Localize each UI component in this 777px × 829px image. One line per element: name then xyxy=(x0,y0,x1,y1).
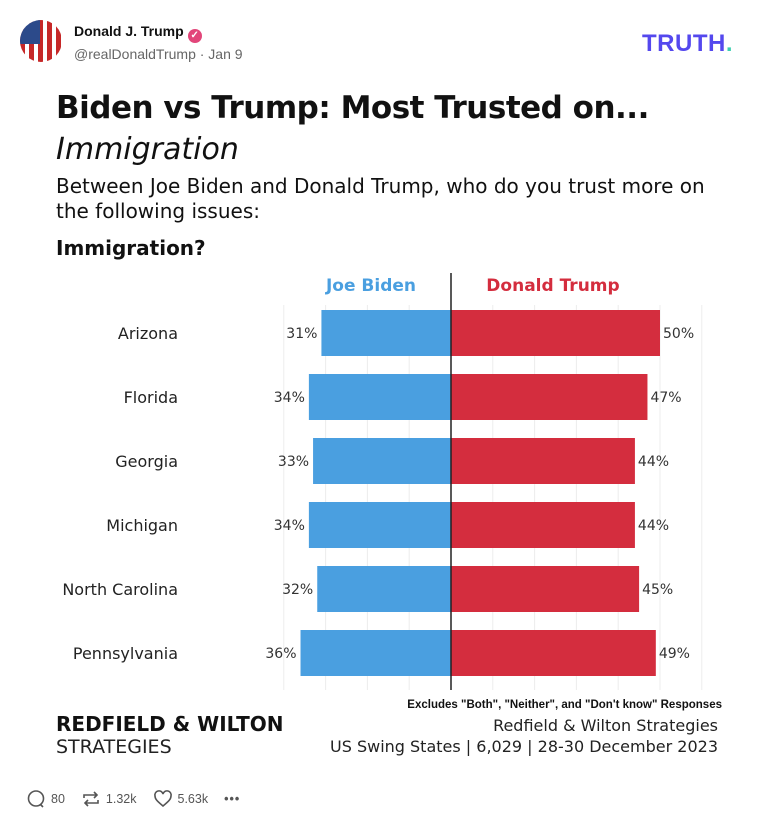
bar-biden xyxy=(321,310,451,356)
bar-trump xyxy=(451,310,660,356)
post-actions: 80 1.32k 5.63k ••• xyxy=(26,789,250,809)
data-label-biden: 36% xyxy=(265,646,296,662)
reply-button[interactable]: 80 xyxy=(26,789,65,809)
sample-line: US Swing States | 6,029 | 28-30 December… xyxy=(330,737,718,756)
retruth-icon xyxy=(83,791,99,807)
data-label-biden: 31% xyxy=(286,326,317,342)
bar-trump xyxy=(451,438,635,484)
avatar[interactable] xyxy=(20,20,62,62)
bar-biden xyxy=(313,438,451,484)
data-label-trump: 45% xyxy=(642,582,673,598)
logo-dot: . xyxy=(725,30,733,57)
legend-biden: Joe Biden xyxy=(325,276,416,296)
category-label: Michigan xyxy=(106,516,178,535)
heart-icon xyxy=(153,790,172,808)
data-label-trump: 50% xyxy=(663,326,694,342)
brand-line-1: REDFIELD & WILTON xyxy=(56,712,284,736)
reply-count: 80 xyxy=(51,792,65,806)
bar-trump xyxy=(451,630,656,676)
like-count: 5.63k xyxy=(177,792,209,806)
bar-biden xyxy=(308,374,451,420)
author-name[interactable]: Donald J. Trump ✓ xyxy=(74,23,202,43)
data-label-trump: 44% xyxy=(638,518,669,534)
data-label-trump: 47% xyxy=(650,390,681,406)
data-label-trump: 44% xyxy=(638,454,669,470)
survey-question: Between Joe Biden and Donald Trump, who … xyxy=(56,174,705,223)
verified-icon: ✓ xyxy=(187,29,202,43)
source-line: Redfield & Wilton Strategies xyxy=(493,716,718,735)
author-handle[interactable]: @realDonaldTrump · Jan 9 xyxy=(74,46,243,62)
category-label: Florida xyxy=(124,388,178,407)
exclusion-note: Excludes "Both", "Neither", and "Don't k… xyxy=(407,699,722,711)
legend-trump: Donald Trump xyxy=(486,276,619,296)
bar-trump xyxy=(451,566,640,612)
like-button[interactable]: 5.63k xyxy=(153,789,209,809)
data-label-trump: 49% xyxy=(659,646,690,662)
data-label-biden: 32% xyxy=(282,582,313,598)
category-label: North Carolina xyxy=(62,580,178,599)
bar-biden xyxy=(300,630,451,676)
category-label: Pennsylvania xyxy=(73,644,178,663)
truth-logo: TRUTH. xyxy=(642,30,733,58)
bar-trump xyxy=(451,502,635,548)
data-label-biden: 34% xyxy=(274,518,305,534)
retruth-button[interactable]: 1.32k xyxy=(81,789,137,809)
retruth-count: 1.32k xyxy=(105,792,137,806)
more-icon: ••• xyxy=(224,792,241,806)
bar-biden xyxy=(308,502,451,548)
diverging-bar-chart: Joe Biden Donald Trump Arizona 31% 50% Florid… xyxy=(62,273,703,690)
brand-line-2: STRATEGIES xyxy=(56,736,172,758)
data-label-biden: 34% xyxy=(274,390,305,406)
reply-icon xyxy=(27,790,45,808)
logo-text: TRUTH xyxy=(642,30,726,57)
chart-title: Biden vs Trump: Most Trusted on... xyxy=(56,90,649,126)
bar-biden xyxy=(317,566,451,612)
category-label: Arizona xyxy=(118,324,178,343)
author-name-text: Donald J. Trump xyxy=(74,23,184,39)
bar-trump xyxy=(451,374,648,420)
data-label-biden: 33% xyxy=(278,454,309,470)
more-button[interactable]: ••• xyxy=(224,792,240,806)
category-label: Georgia xyxy=(115,452,178,471)
chart-subtitle: Immigration xyxy=(56,132,239,167)
issue-label: Immigration? xyxy=(56,236,206,260)
